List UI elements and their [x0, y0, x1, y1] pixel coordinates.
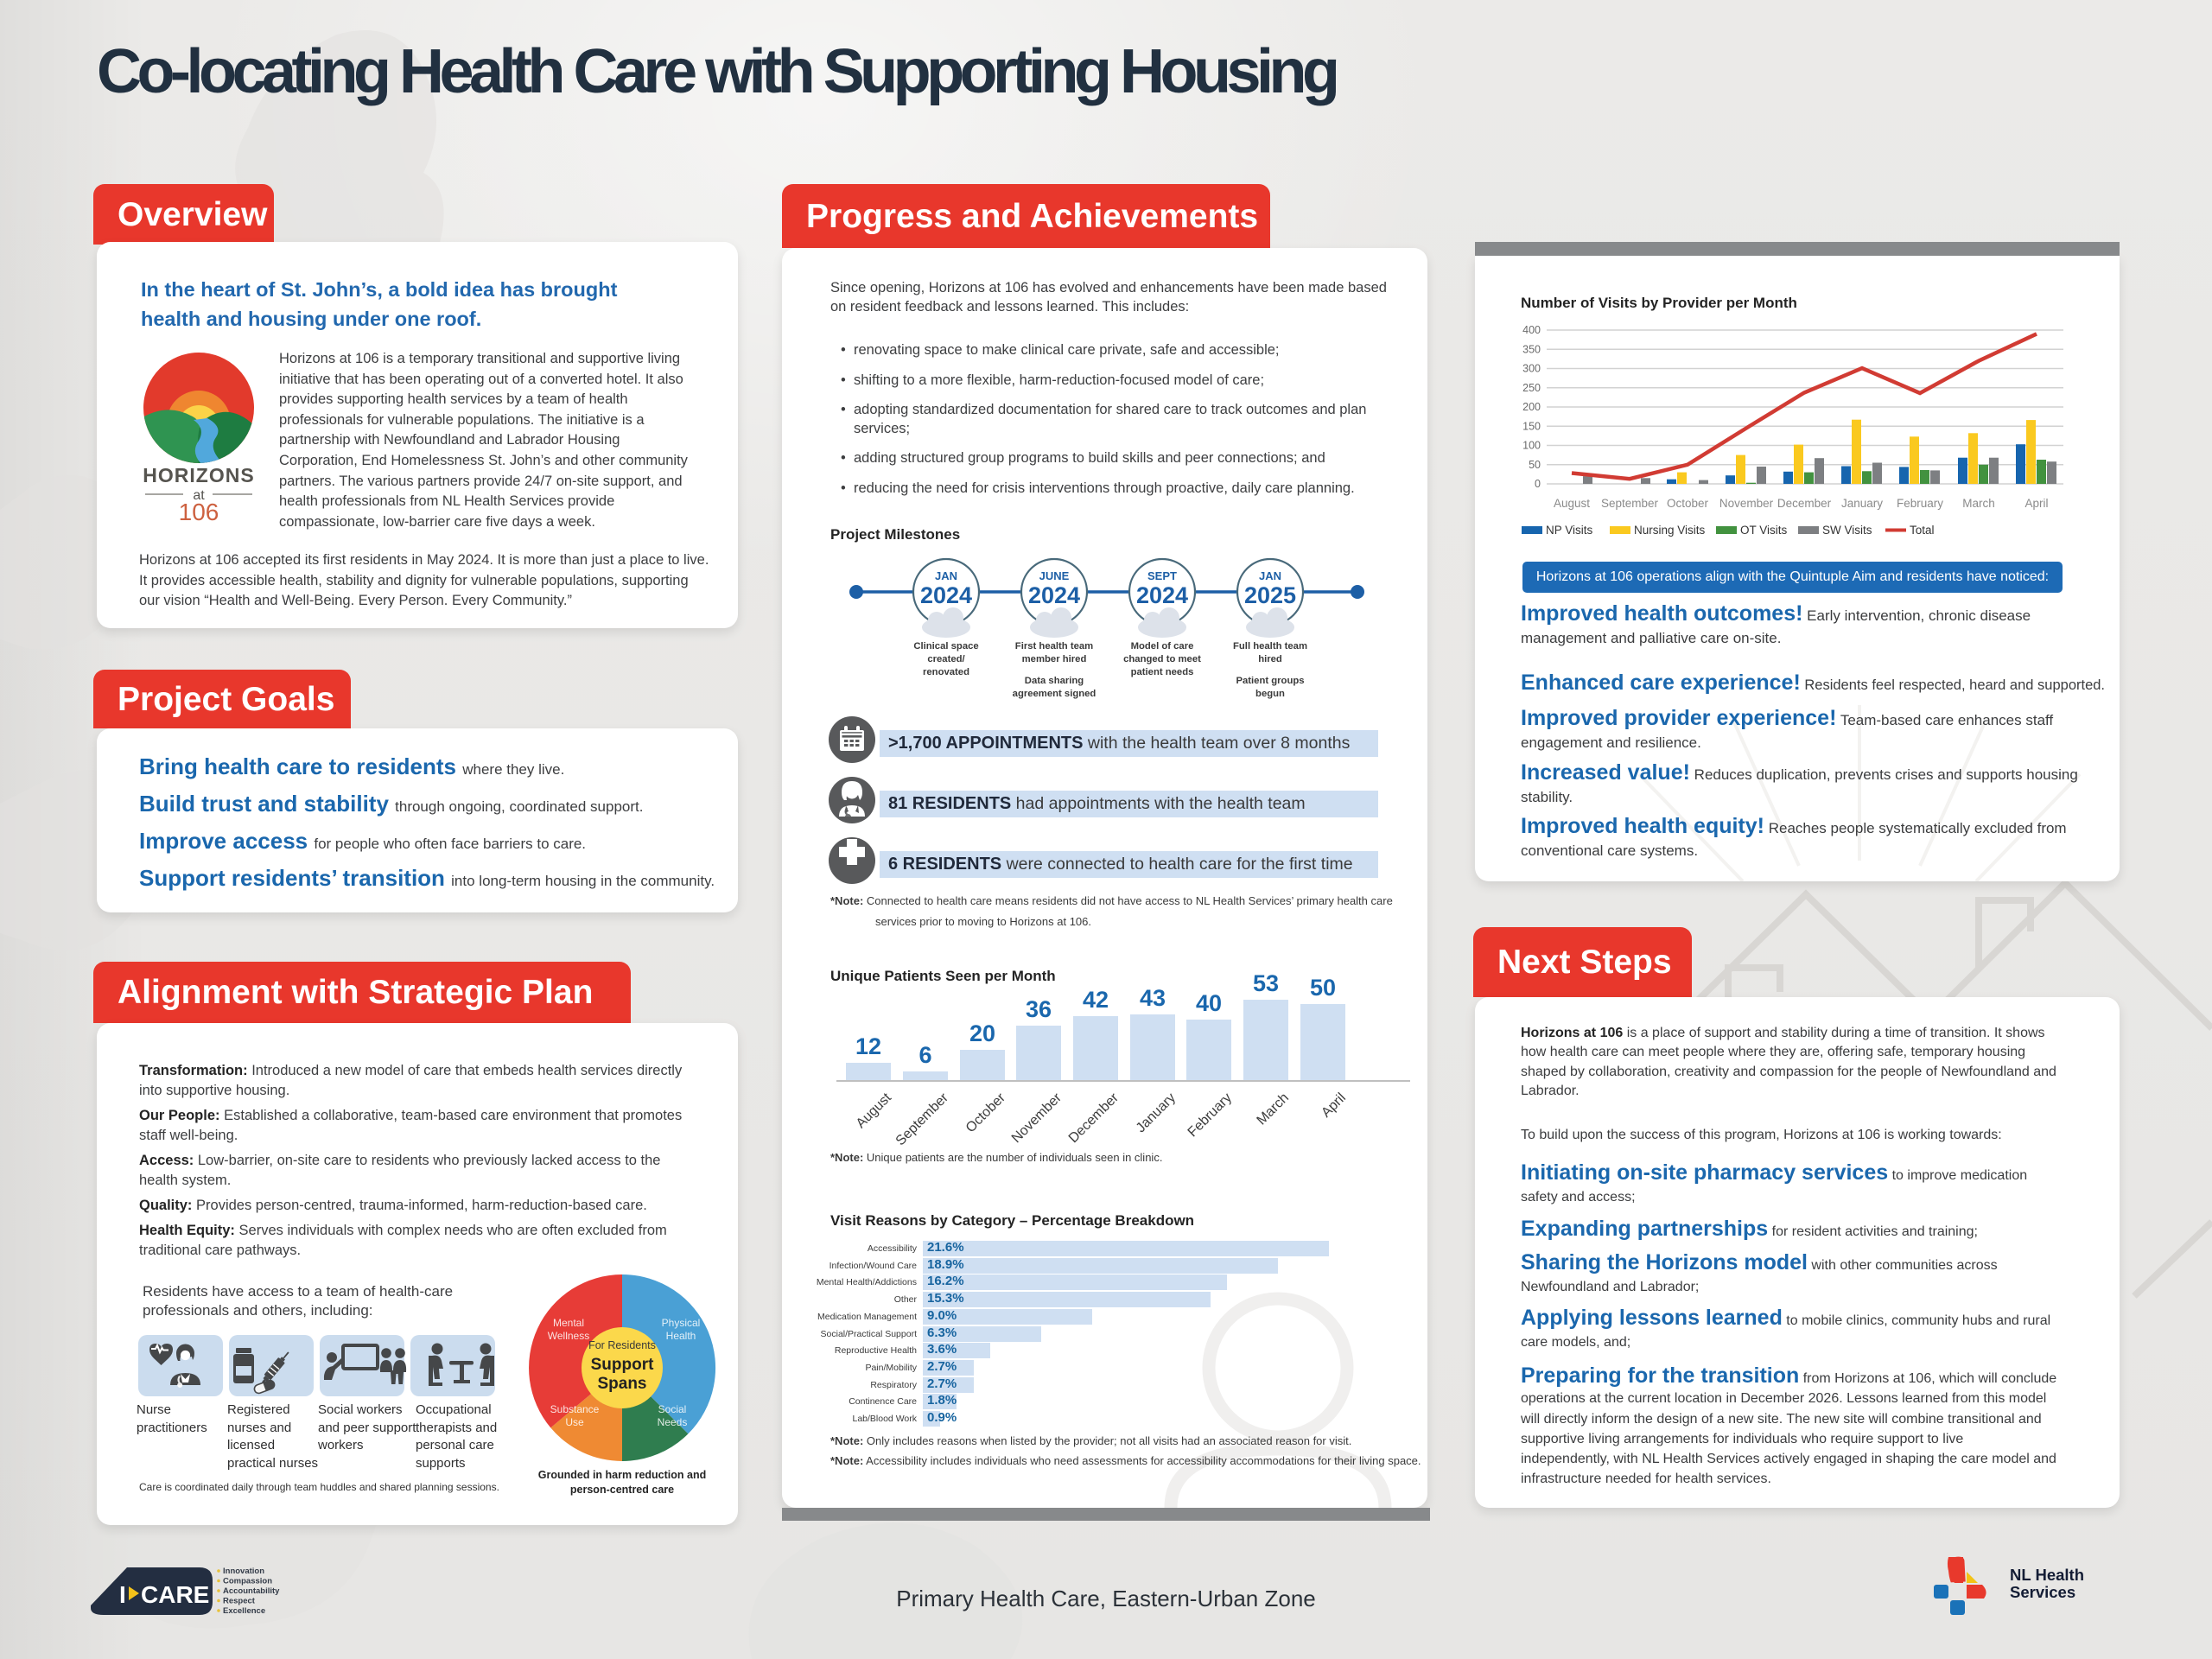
svg-text:I: I [119, 1581, 126, 1608]
svg-text:September: September [1601, 497, 1659, 510]
svg-text:JAN: JAN [1259, 569, 1281, 582]
svg-text:Services: Services [2010, 1583, 2075, 1601]
svg-text:250: 250 [1522, 382, 1541, 394]
svg-text:For Residents: For Residents [588, 1339, 656, 1351]
svg-text:100: 100 [1522, 440, 1541, 452]
svg-text:350: 350 [1522, 343, 1541, 355]
svg-text:December: December [1777, 497, 1832, 510]
svg-text:Support: Support [591, 1356, 654, 1374]
svg-text:Wellness: Wellness [548, 1330, 589, 1342]
svg-text:42: 42 [1083, 987, 1109, 1013]
svg-text:106: 106 [179, 499, 219, 524]
svg-text:2024: 2024 [1028, 582, 1080, 608]
svg-text:43: 43 [1140, 985, 1166, 1011]
svg-text:Social: Social [658, 1403, 687, 1415]
svg-text:150: 150 [1522, 420, 1541, 432]
svg-text:HORIZONS: HORIZONS [143, 464, 254, 486]
svg-text:at: at [193, 488, 205, 503]
svg-text:Spans: Spans [597, 1375, 646, 1393]
svg-text:August: August [1554, 497, 1590, 510]
svg-text:400: 400 [1522, 324, 1541, 336]
svg-text:NP Visits: NP Visits [1546, 524, 1593, 537]
svg-text:Innovation: Innovation [223, 1567, 264, 1576]
svg-text:50: 50 [1310, 975, 1336, 1001]
svg-text:JUNE: JUNE [1039, 569, 1070, 582]
svg-text:November: November [1719, 497, 1774, 510]
svg-text:Total: Total [1910, 524, 1935, 537]
svg-text:2025: 2025 [1244, 582, 1296, 608]
svg-text:CARE: CARE [141, 1581, 209, 1608]
svg-text:April: April [2024, 497, 2048, 510]
svg-text:January: January [1841, 497, 1883, 510]
svg-text:200: 200 [1522, 401, 1541, 413]
svg-text:Compassion: Compassion [223, 1577, 272, 1586]
svg-text:Needs: Needs [658, 1416, 688, 1428]
svg-text:NL Health: NL Health [2010, 1566, 2084, 1584]
svg-text:20: 20 [969, 1020, 995, 1046]
svg-text:53: 53 [1253, 970, 1279, 996]
svg-text:Mental: Mental [553, 1317, 584, 1329]
svg-text:300: 300 [1522, 363, 1541, 375]
svg-text:50: 50 [1529, 459, 1541, 471]
svg-text:Respect: Respect [223, 1597, 256, 1606]
svg-text:February: February [1897, 497, 1943, 510]
svg-text:2024: 2024 [1136, 582, 1188, 608]
svg-text:Use: Use [565, 1416, 584, 1428]
svg-text:Accountability: Accountability [223, 1586, 280, 1596]
svg-text:6: 6 [918, 1042, 931, 1068]
svg-text:SEPT: SEPT [1147, 569, 1177, 582]
svg-text:JAN: JAN [935, 569, 957, 582]
svg-text:Substance: Substance [550, 1403, 600, 1415]
svg-text:OT Visits: OT Visits [1740, 524, 1788, 537]
svg-text:12: 12 [855, 1033, 881, 1059]
svg-text:SW Visits: SW Visits [1822, 524, 1872, 537]
svg-text:March: March [1962, 497, 1995, 510]
svg-text:Excellence: Excellence [223, 1606, 265, 1616]
svg-text:36: 36 [1026, 996, 1052, 1022]
svg-text:Health: Health [666, 1330, 696, 1342]
svg-text:2024: 2024 [920, 582, 972, 608]
svg-text:October: October [1667, 497, 1709, 510]
svg-text:Physical: Physical [662, 1317, 701, 1329]
svg-text:40: 40 [1196, 990, 1222, 1016]
svg-text:Nursing Visits: Nursing Visits [1634, 524, 1706, 537]
svg-text:0: 0 [1535, 478, 1541, 490]
